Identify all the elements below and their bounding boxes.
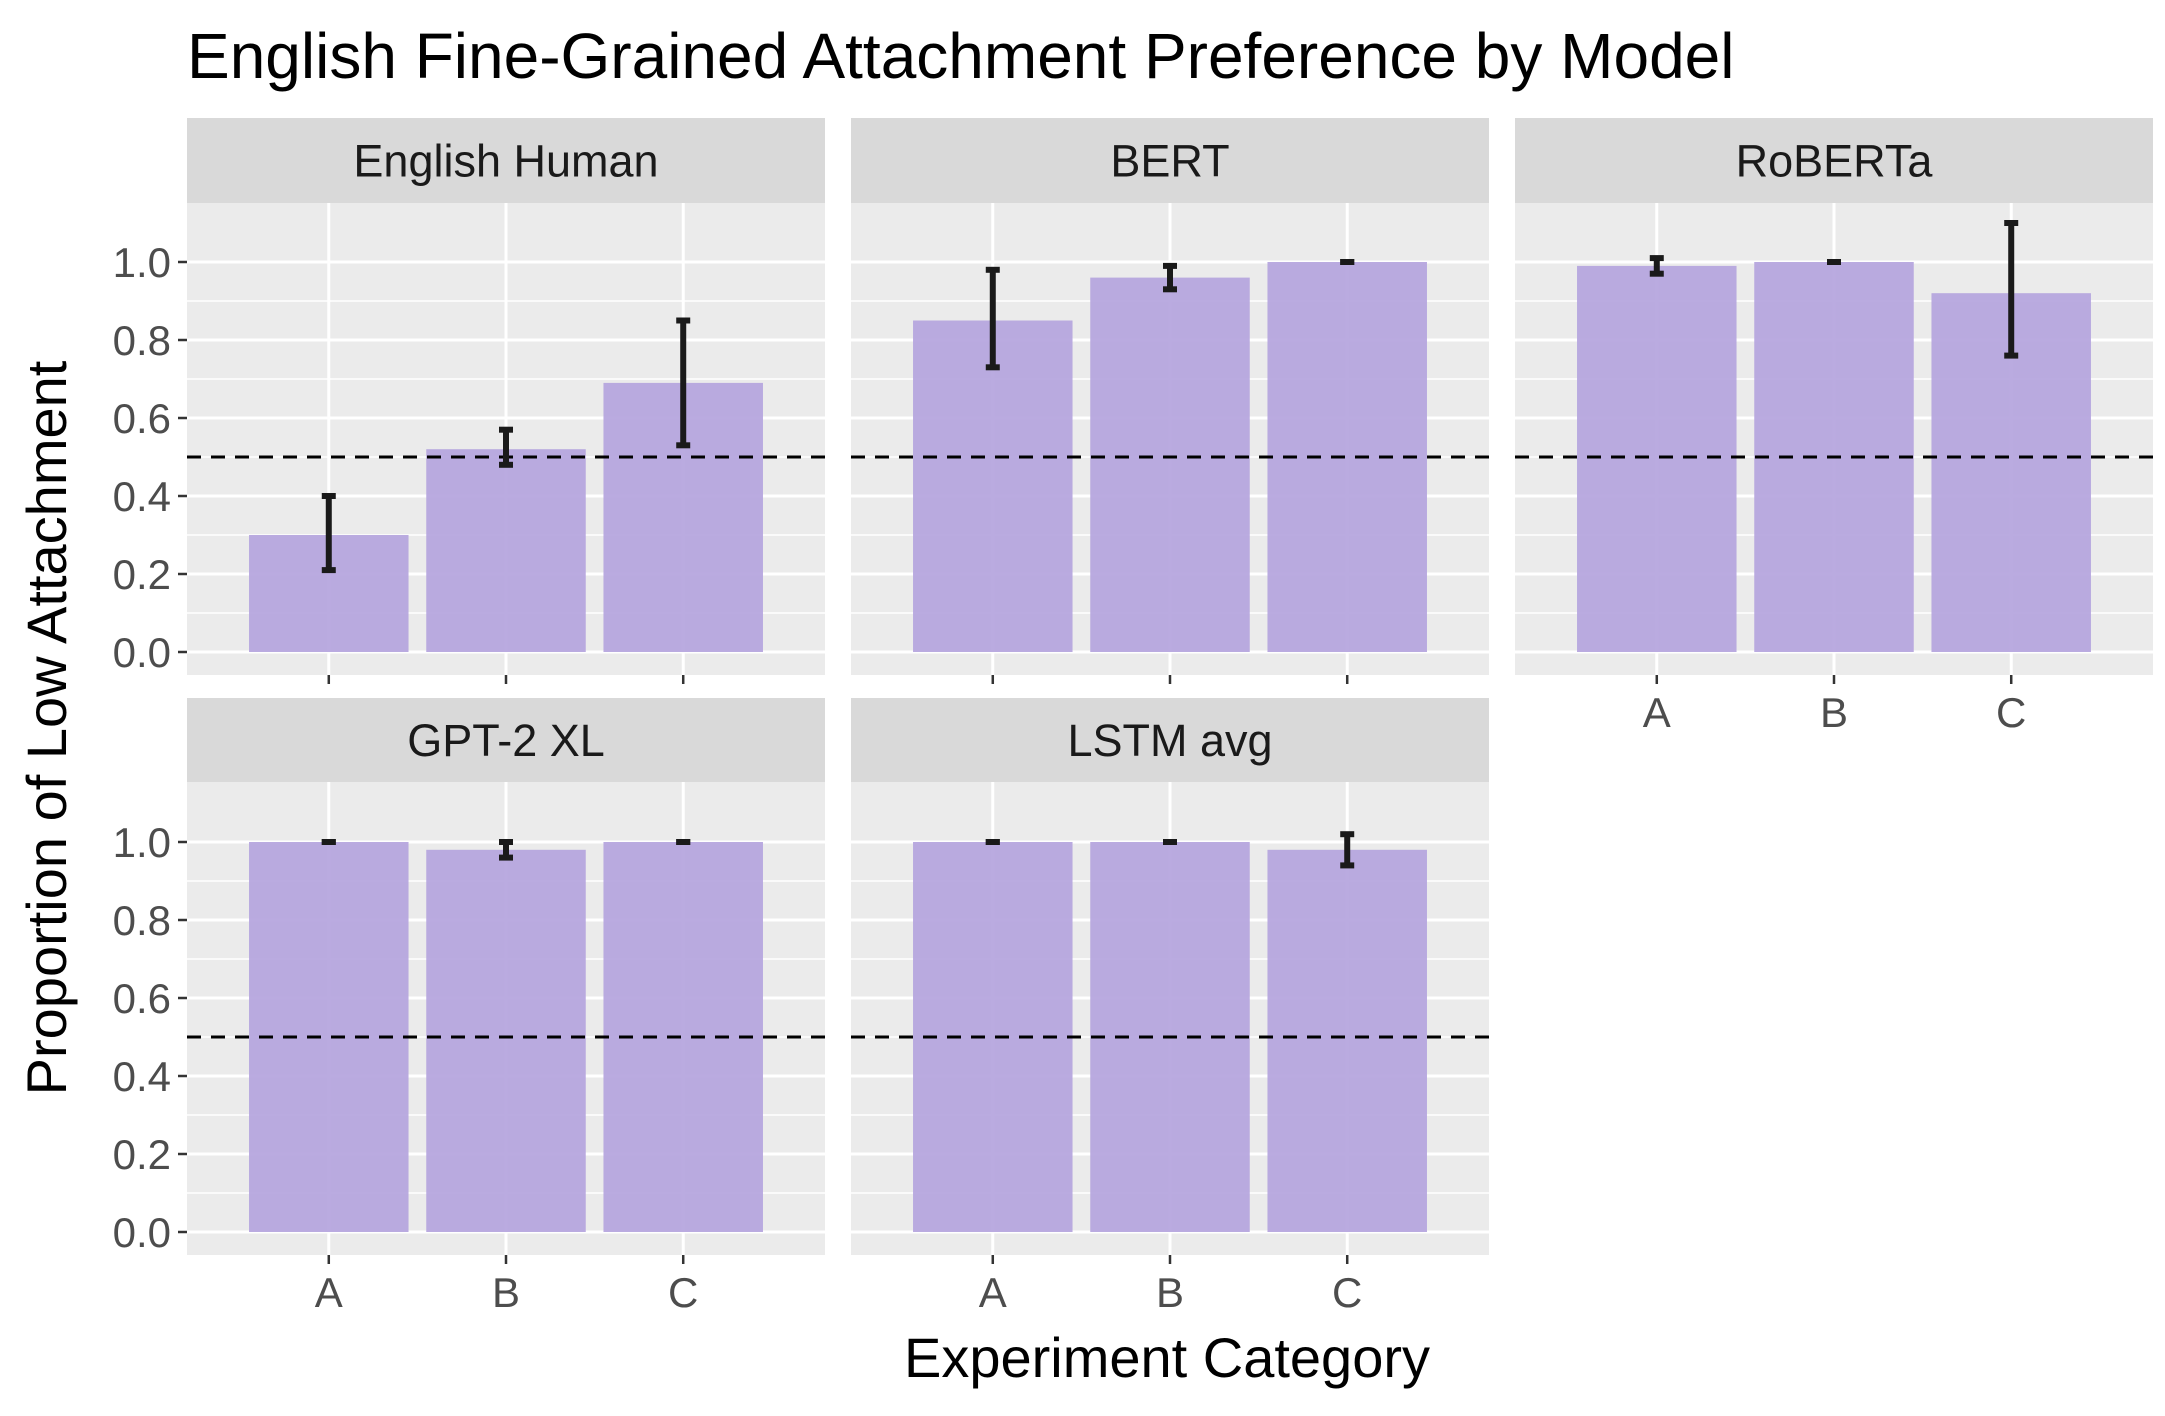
y-tick-label: 0.2 [113, 1131, 171, 1178]
x-tick-label: C [668, 1269, 698, 1316]
panel-lstm-avg: LSTM avg A B C [851, 698, 1489, 1316]
x-tick-label: A [979, 1269, 1007, 1316]
bar-lstm-avg-c [1267, 849, 1427, 1232]
error-bar-lstm-avg-c [1340, 831, 1355, 869]
y-tick-label: 1.0 [113, 239, 171, 286]
panel-strip-label: LSTM avg [1067, 715, 1272, 766]
y-tick-label: 0.0 [113, 629, 171, 676]
y-tick-label: 0.0 [113, 1209, 171, 1256]
y-tick-label: 1.0 [113, 819, 171, 866]
y-tick-label: 0.8 [113, 317, 171, 364]
x-tick-label: C [1996, 689, 2026, 736]
bar-english-human-b [426, 449, 586, 652]
panels-group: English Human 0.0 0.2 0.4 0.6 0.8 1.0 BERT RoBER… [113, 118, 2153, 1316]
x-tick-label: C [1332, 1269, 1362, 1316]
y-tick-label: 0.6 [113, 975, 171, 1022]
error-bar-roberta-a [1649, 255, 1664, 277]
panel-gpt-2-xl: GPT-2 XL 0.0 0.2 0.4 0.6 0.8 1.0 A B C [113, 698, 825, 1316]
error-bar-gpt-2-xl-b [499, 839, 513, 861]
panel-strip-label: BERT [1110, 136, 1229, 187]
x-tick-label: B [1156, 1269, 1184, 1316]
panel-strip [851, 698, 1489, 782]
x-tick-label: A [1643, 689, 1671, 736]
panel-strip [187, 698, 825, 782]
panel-english-human: English Human 0.0 0.2 0.4 0.6 0.8 1.0 [113, 118, 825, 684]
panel-strip [187, 118, 825, 203]
panel-roberta: RoBERTa A B C [1515, 118, 2153, 736]
y-tick-label: 0.2 [113, 551, 171, 598]
y-tick-label: 0.6 [113, 395, 171, 442]
error-bar-bert-b [1163, 262, 1177, 293]
error-bar-roberta-c [2004, 220, 2019, 359]
y-tick-label: 0.8 [113, 897, 171, 944]
x-tick-label: B [492, 1269, 520, 1316]
bar-gpt-2-xl-b [426, 849, 586, 1232]
chart-title: English Fine-Grained Attachment Preferen… [187, 20, 1734, 92]
panel-strip [1515, 118, 2153, 203]
x-axis-title: Experiment Category [904, 1326, 1430, 1389]
x-tick-label: B [1820, 689, 1848, 736]
bar-bert-b [1090, 277, 1250, 652]
panel-bert: BERT [851, 118, 1489, 684]
error-bar-bert-a [985, 266, 1000, 371]
panel-strip-label: English Human [353, 136, 658, 187]
error-bar-english-human-a [321, 493, 336, 574]
error-bar-english-human-c [676, 317, 691, 449]
bar-bert-a [913, 320, 1073, 652]
panel-strip-label: RoBERTa [1736, 136, 1934, 187]
x-tick-label: A [315, 1269, 343, 1316]
y-tick-label: 0.4 [113, 1053, 171, 1100]
bar-roberta-a [1577, 265, 1737, 652]
y-axis-title: Proportion of Low Attachment [15, 360, 78, 1095]
panel-strip-label: GPT-2 XL [407, 715, 605, 766]
panel-strip [851, 118, 1489, 203]
error-bar-english-human-b [499, 426, 513, 468]
y-tick-label: 0.4 [113, 473, 171, 520]
